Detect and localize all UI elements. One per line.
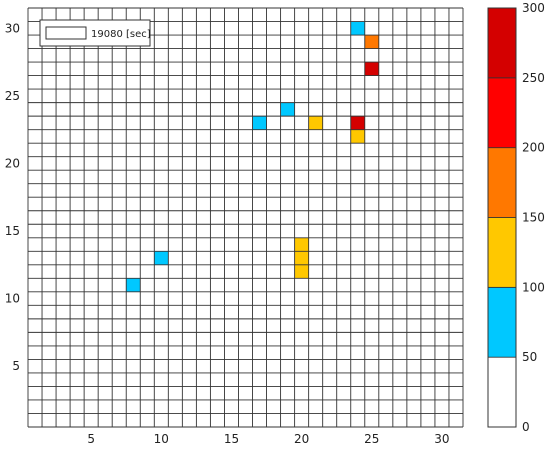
colorbar-segment: [487, 7, 517, 79]
colorbar-tick-label: 100: [522, 280, 545, 294]
y-tick-label: 5: [12, 359, 20, 373]
colorbar-tick-label: 200: [522, 141, 545, 155]
heatmap-cell: [294, 237, 309, 252]
legend-swatch: [45, 26, 87, 40]
axis-ticks: 5 10 15 20 25 30 5 10 15 20 25 30: [5, 21, 450, 446]
heatmap-cell: [350, 116, 365, 130]
colorbar-segment: [487, 356, 517, 428]
heatmap-cell: [280, 102, 295, 117]
heatmap-cell: [308, 116, 323, 130]
y-tick-label: 15: [5, 224, 20, 238]
colorbar-tick-label: 300: [522, 1, 545, 15]
colorbar-tick-label: 150: [522, 211, 545, 225]
colorbar-tick-label: 250: [522, 71, 545, 85]
colorbar-segment: [487, 217, 517, 288]
colorbar-segment: [487, 286, 517, 358]
heatmap-cell: [364, 35, 379, 49]
heatmap-cell: [294, 251, 309, 265]
y-tick-label: 20: [5, 156, 20, 170]
heatmap-cell: [154, 251, 169, 265]
legend-label: 19080 [sec]: [91, 29, 151, 40]
x-tick-label: 20: [294, 432, 309, 446]
colorbar: 0 50 100 150 200 250 300: [487, 1, 545, 434]
colorbar-segment: [487, 77, 517, 149]
heatmap-cell: [350, 129, 365, 144]
x-tick-label: 5: [87, 432, 95, 446]
x-tick-label: 10: [154, 432, 169, 446]
x-tick-label: 30: [434, 432, 449, 446]
heatmap-cell: [350, 21, 365, 36]
heatmap-grid: [27, 7, 464, 428]
colorbar-tick-label: 0: [522, 420, 530, 434]
colorbar-frame: [487, 7, 517, 428]
heatmap-cell: [126, 278, 141, 292]
heatmap-cells: [126, 21, 379, 292]
y-tick-label: 10: [5, 292, 20, 306]
y-tick-label: 30: [5, 21, 20, 35]
x-tick-label: 15: [224, 432, 239, 446]
colorbar-segment: [487, 147, 517, 218]
heatmap-cell: [294, 264, 309, 279]
x-tick-label: 25: [364, 432, 379, 446]
heatmap-cell: [364, 62, 379, 76]
heatmap-cell: [252, 116, 267, 130]
y-tick-label: 25: [5, 89, 20, 103]
colorbar-tick-label: 50: [522, 350, 537, 364]
legend: 19080 [sec]: [39, 19, 151, 47]
